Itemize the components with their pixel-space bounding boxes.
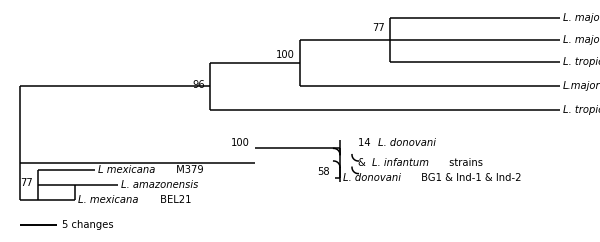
Text: M379: M379 — [173, 165, 203, 175]
Text: 96: 96 — [192, 80, 205, 90]
Text: L. amazonensis: L. amazonensis — [121, 180, 199, 190]
Text: L. major: L. major — [563, 35, 600, 45]
Text: L mexicana: L mexicana — [98, 165, 155, 175]
Text: 100: 100 — [231, 138, 250, 148]
Text: 58: 58 — [317, 167, 330, 177]
Text: L.major: L.major — [563, 81, 600, 91]
Text: BG1 & Ind-1 & Ind-2: BG1 & Ind-1 & Ind-2 — [418, 173, 522, 183]
Text: L. mexicana: L. mexicana — [78, 195, 139, 205]
Text: 100: 100 — [276, 50, 295, 60]
Text: &: & — [358, 158, 369, 168]
Text: strains: strains — [446, 158, 484, 168]
Text: 77: 77 — [372, 23, 385, 33]
Text: 77: 77 — [20, 178, 33, 188]
Text: BEL21: BEL21 — [157, 195, 191, 205]
Text: L. donovani: L. donovani — [343, 173, 401, 183]
Text: 5 changes: 5 changes — [62, 220, 113, 230]
Text: L. donovani: L. donovani — [379, 138, 436, 148]
Text: 14: 14 — [358, 138, 374, 148]
Text: L. infantum: L. infantum — [372, 158, 429, 168]
Text: L. tropica: L. tropica — [563, 57, 600, 67]
Text: L. tropica: L. tropica — [563, 105, 600, 115]
Text: L. major: L. major — [563, 13, 600, 23]
